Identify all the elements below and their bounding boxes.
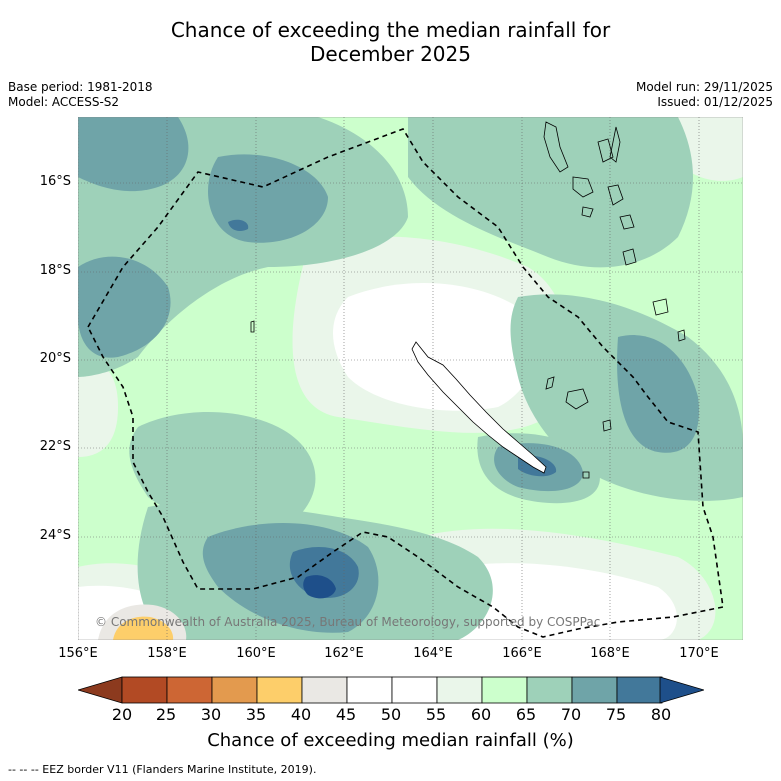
meta-right: Model run: 29/11/2025 Issued: 01/12/2025 — [636, 80, 773, 110]
colorbar-cell — [211, 676, 258, 704]
colorbar-tick: 35 — [245, 705, 267, 724]
title-line-2: December 2025 — [310, 42, 471, 66]
chart-title: Chance of exceeding the median rainfall … — [0, 18, 781, 66]
colorbar-tick: 75 — [605, 705, 627, 724]
colorbar-cell — [571, 676, 618, 704]
new-caledonia-island — [411, 341, 547, 474]
map-svg — [77, 116, 744, 641]
lon-tick-170e: 170°E — [679, 646, 719, 661]
colorbar-tick: 30 — [200, 705, 222, 724]
lon-tick-160e: 160°E — [236, 646, 276, 661]
chesterfield-islet — [250, 320, 255, 333]
colorbar-label: Chance of exceeding median rainfall (%) — [207, 730, 574, 751]
lat-tick-22s: 22°S — [39, 439, 71, 454]
loyalty-island-3 — [602, 419, 612, 432]
colorbar-cell — [616, 676, 663, 704]
issued-date: Issued: 01/12/2025 — [657, 95, 773, 109]
vanuatu-islands — [543, 121, 686, 342]
isle-of-pines — [582, 471, 590, 479]
eez-legend: -- -- -- EEZ border V11 (Flanders Marine… — [8, 763, 317, 776]
teal-region-west-mid — [129, 412, 316, 528]
lon-tick-156e: 156°E — [58, 646, 98, 661]
lat-tick-24s: 24°S — [39, 528, 71, 543]
loyalty-island-1 — [545, 376, 555, 390]
colorbar-tick: 45 — [335, 705, 357, 724]
darkteal-region-w — [78, 256, 171, 358]
colorbar-tick: 55 — [425, 705, 447, 724]
lon-tick-166e: 166°E — [502, 646, 542, 661]
white-region-central — [333, 283, 536, 411]
colorbar-tick: 65 — [515, 705, 537, 724]
lat-tick-20s: 20°S — [39, 351, 71, 366]
eez-border — [87, 128, 724, 638]
darkteal-region-nw — [78, 117, 189, 192]
white-region-south — [437, 563, 677, 640]
lon-tick-158e: 158°E — [147, 646, 187, 661]
lon-tick-164e: 164°E — [413, 646, 453, 661]
colorbar-tick: 50 — [380, 705, 402, 724]
colorbar-cell — [166, 676, 213, 704]
model-run: Model run: 29/11/2025 — [635, 80, 773, 94]
copyright-text: © Commonwealth of Australia 2025, Bureau… — [95, 615, 601, 629]
lat-tick-18s: 18°S — [39, 263, 71, 278]
colorbar-tick: 60 — [470, 705, 492, 724]
colorbar-cell — [481, 676, 528, 704]
darkteal-region-e — [617, 335, 699, 453]
deepblue-spot — [303, 575, 336, 599]
model-name: Model: ACCESS-S2 — [8, 95, 120, 109]
colorbar-cell — [256, 676, 303, 704]
lon-tick-168e: 168°E — [590, 646, 630, 661]
pale-region-west — [78, 363, 118, 457]
loyalty-island-2 — [565, 388, 589, 410]
colorbar-tick: 70 — [560, 705, 582, 724]
colorbar-cell — [346, 676, 393, 704]
colorbar-tick: 80 — [650, 705, 672, 724]
lat-tick-16s: 16°S — [39, 174, 71, 189]
colorbar-cell — [391, 676, 438, 704]
meta-left: Base period: 1981-2018 Model: ACCESS-S2 — [8, 80, 153, 110]
map-panel — [77, 116, 744, 641]
teal-region-north — [408, 117, 693, 268]
lon-tick-162e: 162°E — [324, 646, 364, 661]
colorbar-tick: 20 — [111, 705, 133, 724]
base-period: Base period: 1981-2018 — [8, 80, 153, 94]
blue-spot-n — [228, 219, 249, 231]
colorbar-under — [78, 676, 123, 704]
colorbar-cell — [301, 676, 348, 704]
colorbar — [78, 676, 704, 704]
title-line-1: Chance of exceeding the median rainfall … — [170, 18, 611, 42]
colorbar-tick: 40 — [290, 705, 312, 724]
colorbar-cell — [526, 676, 573, 704]
orange-region-sw — [113, 616, 174, 640]
colorbar-cell — [436, 676, 483, 704]
colorbar-over — [659, 676, 704, 704]
colorbar-tick: 25 — [155, 705, 177, 724]
colorbar-cell — [121, 676, 168, 704]
